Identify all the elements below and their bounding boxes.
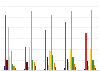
Bar bbox=[28, 67, 29, 70]
Bar bbox=[49, 51, 51, 70]
Bar bbox=[47, 57, 48, 70]
Bar bbox=[52, 55, 53, 70]
Bar bbox=[92, 60, 94, 70]
Bar bbox=[12, 64, 13, 70]
Bar bbox=[15, 68, 16, 70]
Bar bbox=[8, 27, 9, 70]
Bar bbox=[55, 67, 56, 70]
Bar bbox=[45, 30, 46, 70]
Bar bbox=[13, 66, 15, 70]
Bar bbox=[65, 22, 66, 70]
Bar bbox=[70, 49, 71, 70]
Bar bbox=[85, 33, 87, 70]
Bar bbox=[34, 62, 35, 70]
Bar bbox=[9, 57, 10, 70]
Bar bbox=[95, 68, 96, 70]
Bar bbox=[88, 66, 89, 70]
Bar bbox=[4, 66, 5, 70]
Bar bbox=[54, 63, 55, 70]
Bar bbox=[51, 15, 52, 70]
Bar bbox=[75, 67, 76, 70]
Bar bbox=[44, 69, 45, 70]
Bar bbox=[26, 62, 28, 70]
Bar bbox=[11, 51, 12, 70]
Bar bbox=[68, 62, 69, 70]
Bar bbox=[74, 64, 75, 70]
Bar bbox=[24, 69, 25, 70]
Bar bbox=[87, 61, 88, 70]
Bar bbox=[91, 10, 92, 70]
Bar bbox=[64, 68, 65, 70]
Bar bbox=[31, 11, 32, 70]
Bar bbox=[84, 69, 85, 70]
Bar bbox=[32, 60, 33, 70]
Bar bbox=[25, 47, 26, 70]
Bar bbox=[35, 66, 36, 70]
Bar bbox=[6, 60, 8, 70]
Bar bbox=[29, 47, 30, 70]
Bar bbox=[5, 15, 6, 70]
Bar bbox=[71, 11, 72, 70]
Bar bbox=[48, 65, 49, 70]
Bar bbox=[94, 65, 95, 70]
Bar bbox=[67, 59, 68, 70]
Bar bbox=[72, 57, 74, 70]
Bar bbox=[90, 49, 91, 70]
